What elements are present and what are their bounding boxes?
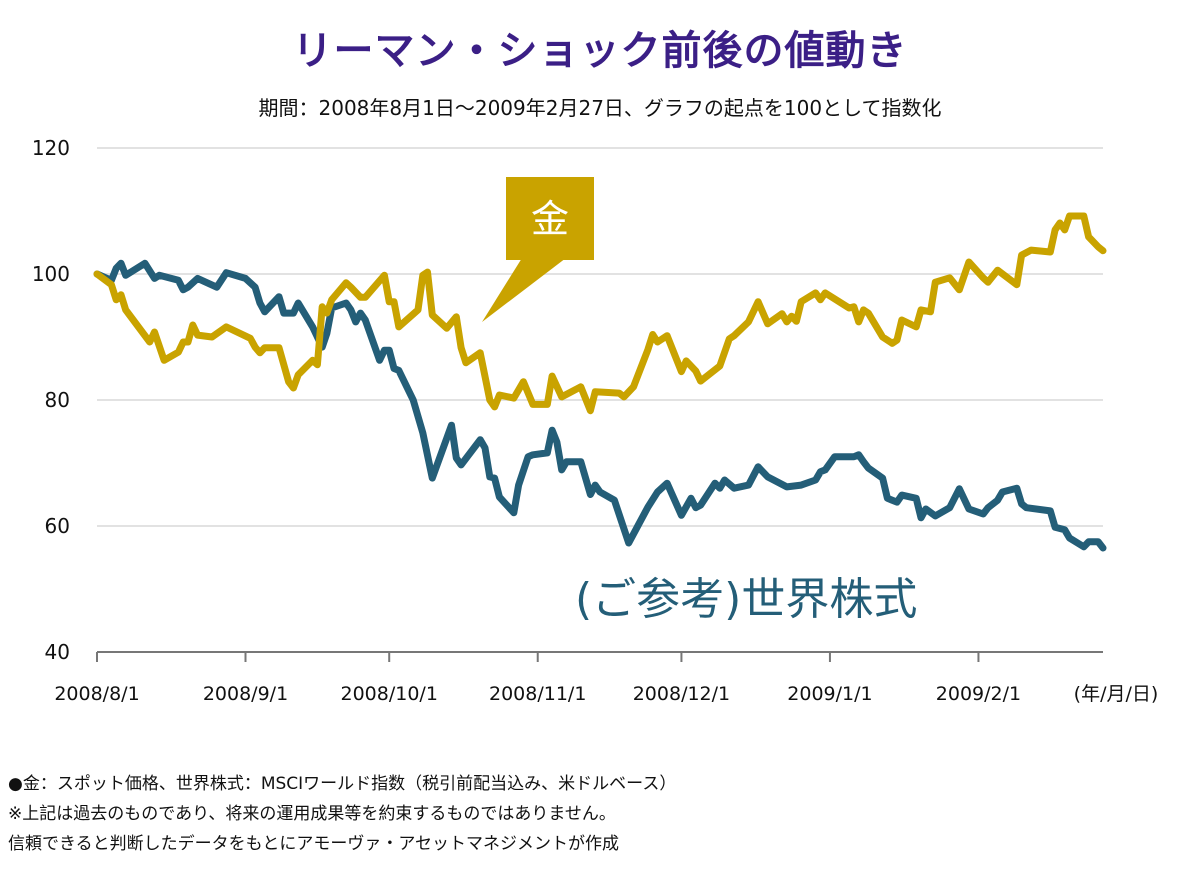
x-tick-label: 2009/1/1 <box>787 683 872 705</box>
footnote-credit: 信頼できると判断したデータをもとにアモーヴァ・アセットマネジメントが作成 <box>8 834 619 854</box>
gold-callout: 金 <box>482 177 594 322</box>
x-axis-unit-label: (年/月/日) <box>1074 683 1159 705</box>
chart-title: リーマン・ショック前後の値動き <box>292 28 908 74</box>
stock-series-line <box>93 259 1107 552</box>
y-tick-label: 100 <box>32 262 70 286</box>
footnote-disclaimer: ※上記は過去のものであり、将来の運用成果等を約束するものではありません。 <box>8 804 616 824</box>
x-tick-label: 2008/12/1 <box>633 683 730 705</box>
gridlines <box>97 147 1103 527</box>
x-tick-label: 2008/8/1 <box>54 683 139 705</box>
gold-series-label: 金 <box>531 197 569 241</box>
stock-series-label: (ご参考)世界株式 <box>575 574 917 625</box>
x-tick-label: 2009/2/1 <box>936 683 1021 705</box>
y-tick-label: 40 <box>45 640 70 664</box>
y-tick-label: 80 <box>45 388 70 412</box>
x-tick-label: 2008/9/1 <box>203 683 288 705</box>
y-axis-ticks: 40 60 80 100 120 <box>32 136 70 664</box>
y-tick-label: 60 <box>45 514 70 538</box>
y-tick-label: 120 <box>32 136 70 160</box>
series-lines <box>93 212 1107 552</box>
x-tick-label: 2008/11/1 <box>489 683 586 705</box>
x-tick-label: 2008/10/1 <box>341 683 438 705</box>
footnote-sources: ●金：スポット価格、世界株式：MSCIワールド指数（税引前配当込み、米ドルベース… <box>8 774 677 794</box>
gold-callout-pointer <box>482 258 566 322</box>
gold-callout-box <box>506 177 594 260</box>
gold-series-line <box>93 212 1107 415</box>
series-labels: 金 (ご参考)世界株式 <box>482 177 917 625</box>
x-axis: 2008/8/1 2008/9/1 2008/10/1 2008/11/1 2008/1… <box>54 651 1103 705</box>
chart-subtitle: 期間：2008年8月1日〜2009年2月27日、グラフの起点を100として指数化 <box>258 96 942 120</box>
